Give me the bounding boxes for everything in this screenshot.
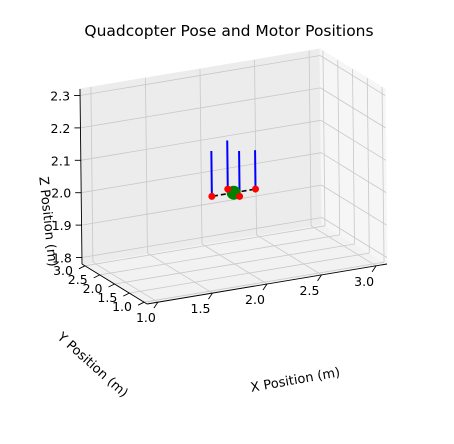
z-grid-line-back (80, 55, 321, 96)
z-tick-label: 1.8 (52, 251, 72, 266)
z-tick-label: 2.1 (51, 153, 71, 168)
z-grid-line-back (81, 217, 322, 258)
y-grid-line-side (381, 87, 385, 263)
y-grid-line-side (352, 68, 355, 245)
x-tick-label: 3.0 (354, 274, 374, 289)
y-tick-mark (78, 265, 86, 270)
x-axis-label: X Position (m) (249, 365, 341, 396)
chart-title: Quadcopter Pose and Motor Positions (84, 22, 373, 40)
z-tick-label: 2.3 (50, 89, 70, 104)
y-grid-line-side (337, 59, 341, 235)
z-axis-line (79, 88, 83, 265)
z-grid-line-back (81, 152, 322, 194)
x-grid-line-back (145, 78, 148, 254)
thrust-vector (226, 140, 229, 190)
x-tick-mark (208, 292, 213, 300)
x-tick-label: 2.5 (300, 283, 320, 298)
thrust-vector (210, 150, 213, 197)
motor-point (224, 185, 232, 193)
x-grid-line-back (254, 59, 257, 235)
z-grid-line-side (320, 87, 386, 129)
y-grid-line-floor (99, 234, 340, 276)
y-tick-label: 2.0 (83, 281, 103, 296)
z-grid-line-side (320, 119, 387, 161)
z-tick-label: 2.2 (51, 121, 71, 136)
x-tick-label: 1.5 (191, 301, 211, 316)
y-tick-mark (137, 301, 145, 306)
y-grid-line-floor (143, 261, 385, 303)
y-grid-line-side (366, 78, 370, 254)
y-grid-line-side (322, 50, 326, 226)
z-grid-line-side (319, 55, 386, 96)
grid-lines (80, 50, 388, 303)
y-tick-mark (108, 283, 115, 288)
x-grid-line-back (199, 68, 203, 245)
z-grid-line-back (80, 119, 321, 161)
motor-point (236, 192, 244, 200)
x-tick-mark (371, 265, 377, 273)
x-tick-label: 1.0 (136, 310, 156, 325)
y-axis-label: Y Position (m) (53, 329, 130, 401)
z-grid-line-side (321, 184, 387, 226)
z-grid-line-back (81, 184, 322, 226)
x-grid-line-back (90, 87, 94, 263)
data-marks (208, 140, 260, 200)
x-grid-line-back (308, 50, 312, 226)
y-tick-label: 3.0 (53, 263, 73, 278)
x-tick-label: 2.0 (245, 292, 265, 307)
x-tick-mark (262, 283, 268, 291)
y-tick-label: 1.5 (97, 290, 117, 305)
y-tick-mark (93, 274, 100, 279)
axes-panes (79, 48, 389, 305)
y-grid-line-floor (114, 243, 355, 285)
motor-point (208, 192, 216, 200)
y-grid-line-floor (84, 225, 326, 267)
motor-point (252, 185, 260, 193)
z-tick-label: 2.0 (51, 186, 71, 201)
x-tick-mark (317, 274, 322, 282)
y-tick-label: 2.5 (68, 272, 88, 287)
axis-lines (74, 88, 388, 309)
z-grid-line-back (80, 87, 321, 129)
y-tick-mark (123, 292, 130, 297)
thrust-vector (238, 150, 241, 197)
z-tick-label: 1.9 (52, 218, 72, 233)
z-grid-line-side (321, 217, 388, 258)
z-grid-line-side (320, 152, 387, 194)
y-grid-line-floor (129, 252, 370, 294)
y-tick-label: 1.0 (112, 299, 132, 314)
x-tick-mark (153, 301, 159, 309)
tick-labels: 1.01.52.02.53.01.01.52.02.53.01.81.92.02… (50, 89, 374, 326)
